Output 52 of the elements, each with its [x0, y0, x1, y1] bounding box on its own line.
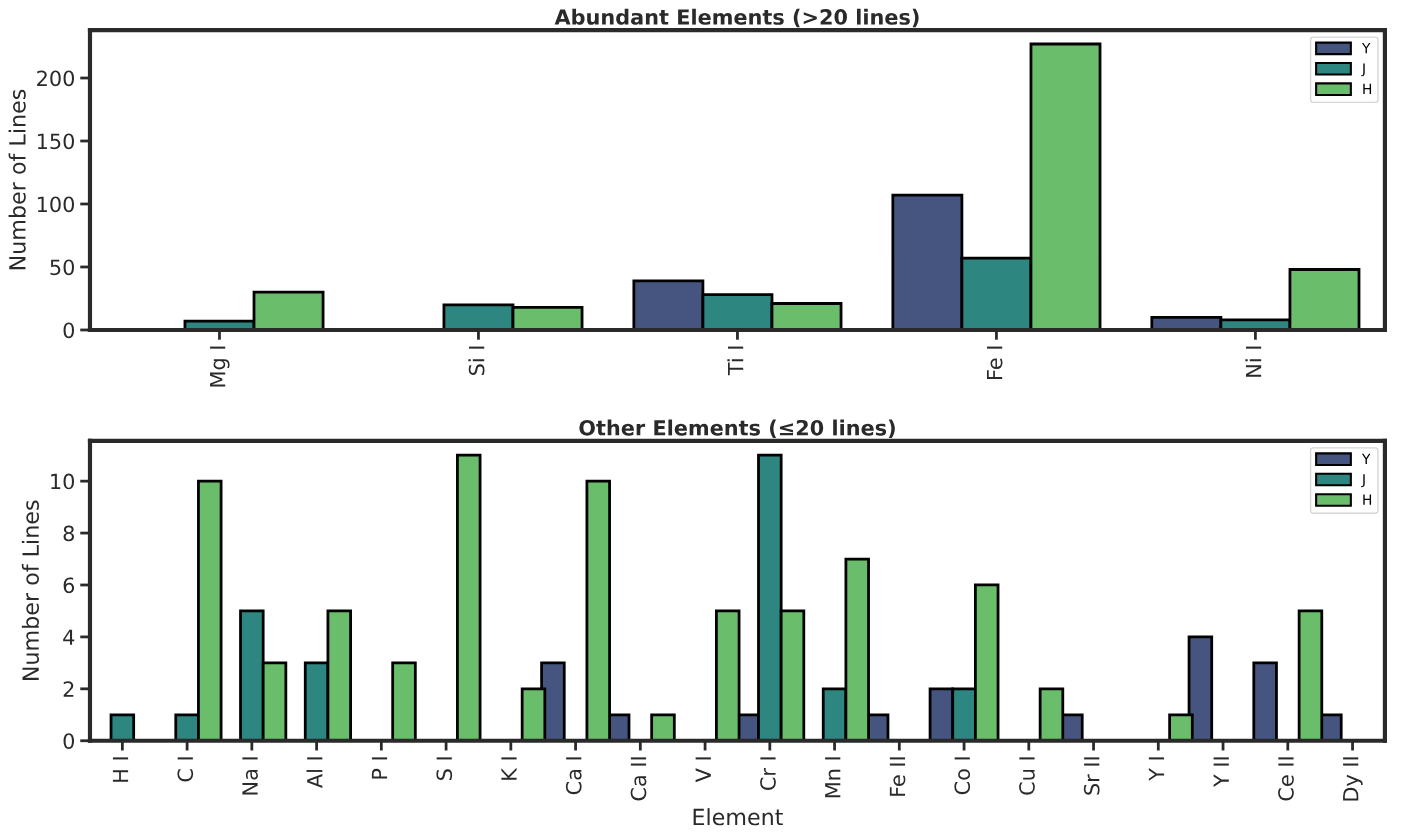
x-tick-label: P I [371, 757, 388, 779]
y-tick-label: 0 [63, 733, 75, 749]
y-tick-label: 200 [37, 70, 75, 87]
bar [1252, 661, 1278, 741]
x-tick-label: Si I [468, 346, 485, 375]
bar [391, 661, 417, 741]
y-tick-label: 50 [50, 259, 75, 276]
x-tick-label: Ca I [565, 757, 582, 795]
bar [456, 453, 482, 741]
y-axis-title: Number of Lines [21, 500, 40, 680]
y-tick-label: 4 [63, 629, 75, 645]
x-tick-label: Mn I [825, 757, 841, 798]
x-tick-label: H I [112, 757, 129, 782]
legend-label: Y [1361, 453, 1371, 464]
x-tick-label: Mg I [210, 346, 230, 387]
x-tick-label: S I [436, 757, 453, 780]
bar [650, 713, 676, 741]
x-tick-label: K I [501, 757, 517, 780]
bar [109, 713, 136, 741]
x-tick-label: C I [177, 757, 194, 782]
y-tick-label: 150 [37, 133, 75, 150]
y-tick-label: 10 [51, 473, 75, 490]
legend-label: Y [1361, 43, 1371, 54]
legend-label: J [1361, 63, 1365, 77]
legend-label: H [1363, 494, 1372, 505]
x-tick-label: Fe II [889, 757, 906, 796]
x-tick-label: Ti I [727, 346, 744, 376]
y-tick-label: 100 [37, 196, 75, 213]
chart-title: Other Elements (≤20 lines) [579, 419, 895, 439]
x-tick-label: Cu I [1019, 757, 1035, 795]
x-tick-label: Sr II [1083, 757, 1100, 795]
legend-label: H [1363, 83, 1372, 94]
x-tick-label: Co I [954, 757, 971, 795]
x-tick-label: Ni I [1245, 346, 1262, 377]
x-tick-label: Cr I [760, 757, 776, 791]
x-tick-label: Y I [1148, 757, 1165, 781]
chart-title: Abundant Elements (>20 lines) [554, 8, 919, 28]
x-tick-label: Ce II [1278, 757, 1294, 801]
y-axis-title: Number of Lines [8, 89, 26, 270]
x-axis-title: Element [693, 808, 783, 826]
x-tick-label: Al I [306, 757, 323, 788]
legend-label: J [1361, 474, 1365, 488]
y-tick-label: 6 [63, 577, 75, 594]
x-tick-label: V I [695, 757, 711, 783]
y-tick-label: 8 [63, 525, 74, 542]
x-tick-label: Dy II [1343, 757, 1363, 801]
x-tick-label: Y II [1213, 757, 1229, 788]
y-tick-label: 2 [63, 681, 74, 697]
x-tick-label: Na I [242, 757, 258, 795]
x-tick-label: Ca II [630, 757, 647, 801]
x-tick-label: Fe I [986, 346, 1003, 379]
y-tick-label: 0 [63, 322, 75, 339]
